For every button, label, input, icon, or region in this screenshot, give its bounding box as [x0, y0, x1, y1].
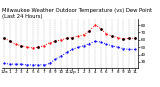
Text: Milwaukee Weather Outdoor Temperature (vs) Dew Point (Last 24 Hours): Milwaukee Weather Outdoor Temperature (v…: [2, 8, 152, 19]
